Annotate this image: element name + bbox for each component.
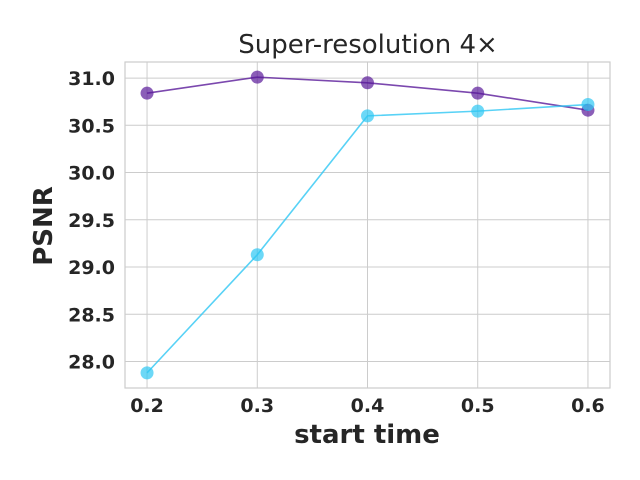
- series-points: [140, 70, 595, 380]
- data-point: [140, 366, 154, 380]
- x-tick-label: 0.2: [130, 395, 164, 417]
- x-tick-label: 0.4: [351, 395, 385, 417]
- plot-frame: [124, 61, 611, 389]
- y-tick-label: 30.0: [68, 163, 115, 185]
- y-tick-label: 31.0: [68, 68, 115, 90]
- y-tick-label: 28.0: [68, 352, 115, 374]
- y-tick-label: 29.0: [68, 257, 115, 279]
- data-point: [250, 70, 264, 84]
- data-point: [361, 109, 374, 123]
- y-tick-label: 29.5: [68, 210, 115, 232]
- y-tick-label: 30.5: [68, 115, 115, 137]
- y-tick-labels: 28.0 28.5 29.0 29.5 30.0 30.5 31.0: [68, 68, 115, 373]
- chart-title: Super-resolution 4×: [238, 30, 498, 60]
- x-tick-label: 0.3: [240, 395, 274, 417]
- data-point: [250, 248, 264, 262]
- data-point: [361, 76, 374, 90]
- data-point: [471, 104, 485, 118]
- data-point: [581, 98, 595, 112]
- x-tick-label: 0.5: [461, 395, 495, 417]
- y-axis-label: PSNR: [29, 186, 59, 266]
- y-tick-label: 28.5: [68, 304, 115, 326]
- data-point: [471, 86, 485, 100]
- x-axis-label: start time: [294, 420, 440, 450]
- x-tick-label: 0.6: [571, 395, 605, 417]
- data-point: [140, 86, 154, 100]
- x-tick-labels: 0.2 0.3 0.4 0.5 0.6: [130, 395, 605, 417]
